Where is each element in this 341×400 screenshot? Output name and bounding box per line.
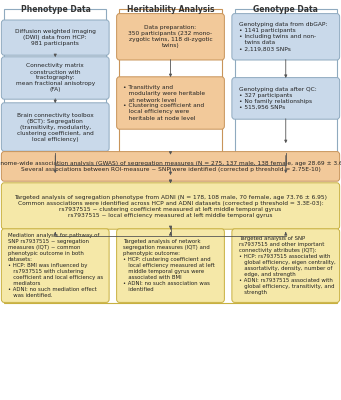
Text: • Transitivity and
   modularity were heritable
   at network level
• Clustering: • Transitivity and modularity were herit… <box>123 86 206 120</box>
FancyBboxPatch shape <box>232 229 340 302</box>
FancyBboxPatch shape <box>1 183 340 229</box>
FancyBboxPatch shape <box>232 14 340 60</box>
FancyBboxPatch shape <box>1 103 109 151</box>
FancyBboxPatch shape <box>1 20 109 55</box>
Text: Targeted analysis of network
segregation measures (IQT) and
phenotypic outcome:
: Targeted analysis of network segregation… <box>123 239 215 292</box>
Text: Genotype Data: Genotype Data <box>253 6 318 14</box>
FancyBboxPatch shape <box>1 229 109 302</box>
Text: Targeted analysis of segregation phenotype from ADNI (N = 178, 108 male, 70 fema: Targeted analysis of segregation phenoty… <box>14 194 327 218</box>
FancyBboxPatch shape <box>1 57 109 99</box>
FancyBboxPatch shape <box>117 229 224 302</box>
Text: Phenotype Data: Phenotype Data <box>21 6 90 14</box>
Text: Genotyping data after QC:
• 327 participants
• No family relationships
• 515,956: Genotyping data after QC: • 327 particip… <box>239 87 316 110</box>
Text: Brain connectivity toolbox
(BCT): Segregation
(transitivity, modularity,
cluster: Brain connectivity toolbox (BCT): Segreg… <box>17 112 94 142</box>
Text: Connectivity matrix
construction with
tractography:
mean fractional anisotropy
(: Connectivity matrix construction with tr… <box>16 64 95 92</box>
Text: Heritability Analysis: Heritability Analysis <box>127 6 214 14</box>
Text: Genome-wide association analysis (GWAS) of segregation measures (N = 275, 137 ma: Genome-wide association analysis (GWAS) … <box>0 161 341 172</box>
Text: Targeted analysis of SNP
rs7937515 and other important
connectivity attributes (: Targeted analysis of SNP rs7937515 and o… <box>239 236 336 295</box>
Text: Mediation analysis for pathway of
SNP rs7937515 ~ segregation
measures (IQT) ~ c: Mediation analysis for pathway of SNP rs… <box>8 233 103 298</box>
FancyBboxPatch shape <box>117 14 224 60</box>
FancyBboxPatch shape <box>1 152 340 181</box>
FancyBboxPatch shape <box>232 78 340 119</box>
Text: Diffusion weighted imaging
(DWI) data from HCP:
981 participants: Diffusion weighted imaging (DWI) data fr… <box>15 29 96 46</box>
FancyBboxPatch shape <box>117 77 224 129</box>
Text: Genotyping data from dbGAP:
• 1141 participants
• Including twins and non-
   tw: Genotyping data from dbGAP: • 1141 parti… <box>239 22 327 51</box>
Text: Data preparation:
350 participants (232 mono-
zygotic twins, 118 di-zygotic
twin: Data preparation: 350 participants (232 … <box>129 25 212 48</box>
